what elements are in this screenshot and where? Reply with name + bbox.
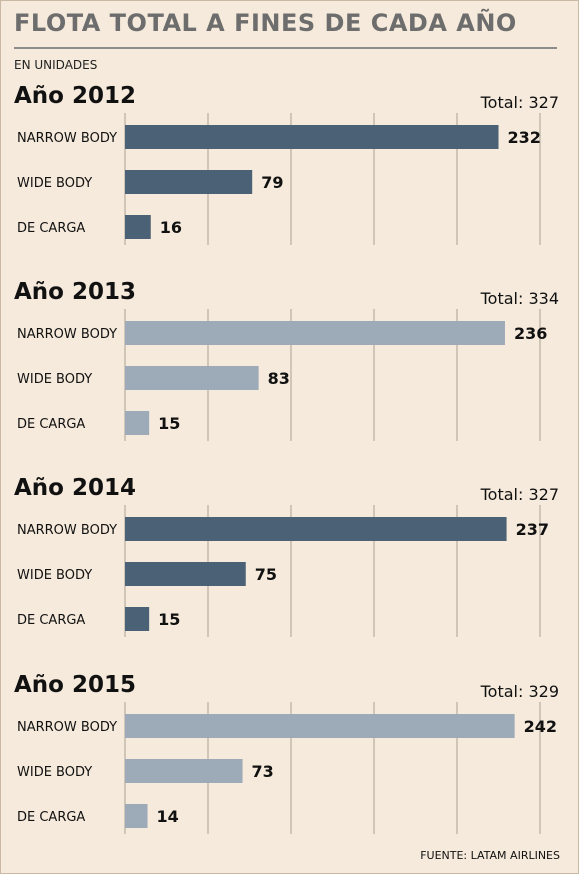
- value-label: 15: [158, 414, 180, 433]
- bar-chart-svg: NARROW BODY 242 WIDE BODY 73 DE CARGA 14: [17, 702, 557, 834]
- category-label: DE CARGA: [17, 810, 85, 825]
- chart-panel-2014: Año 2014 Total: 327 NARROW BODY 237 WIDE B…: [1, 475, 579, 645]
- chart-title: Año 2013: [14, 279, 136, 305]
- chart-panel-2012: Año 2012 Total: 327 NARROW BODY 232 WIDE B…: [1, 83, 579, 253]
- bar: [125, 562, 246, 586]
- value-label: 83: [268, 369, 290, 388]
- category-label: WIDE BODY: [17, 176, 92, 191]
- value-label: 232: [508, 128, 541, 147]
- category-label: NARROW BODY: [17, 327, 117, 342]
- category-label: DE CARGA: [17, 417, 85, 432]
- chart-title: Año 2015: [14, 672, 136, 698]
- category-label: NARROW BODY: [17, 523, 117, 538]
- bar-chart-svg: NARROW BODY 237 WIDE BODY 75 DE CARGA 15: [17, 505, 549, 637]
- chart-panel-2013: Año 2013 Total: 334 NARROW BODY 236 WIDE B…: [1, 279, 579, 449]
- value-label: 16: [160, 218, 182, 237]
- title-divider: [14, 47, 557, 49]
- value-label: 242: [524, 717, 557, 736]
- bar: [125, 607, 150, 631]
- bar: [125, 411, 150, 435]
- category-label: NARROW BODY: [17, 131, 117, 146]
- bar: [125, 125, 499, 149]
- category-label: WIDE BODY: [17, 765, 92, 780]
- chart-total: Total: 327: [480, 485, 559, 504]
- bar: [125, 170, 253, 194]
- chart-total: Total: 334: [480, 289, 559, 308]
- value-label: 237: [516, 520, 549, 539]
- category-label: DE CARGA: [17, 613, 85, 628]
- bar: [125, 759, 243, 783]
- chart-total: Total: 329: [480, 682, 559, 701]
- page-title: FLOTA TOTAL A FINES DE CADA AÑO: [14, 9, 517, 37]
- bar-chart-svg: NARROW BODY 232 WIDE BODY 79 DE CARGA 16: [17, 113, 541, 245]
- bar: [125, 714, 515, 738]
- value-label: 15: [158, 610, 180, 629]
- bar-chart-svg: NARROW BODY 236 WIDE BODY 83 DE CARGA 15: [17, 309, 547, 441]
- units-label: EN UNIDADES: [14, 58, 98, 72]
- chart-total: Total: 327: [480, 93, 559, 112]
- chart-panel-2015: Año 2015 Total: 329 NARROW BODY 242 WIDE B…: [1, 672, 579, 842]
- value-label: 14: [157, 807, 179, 826]
- bar: [125, 517, 507, 541]
- value-label: 73: [252, 762, 274, 781]
- category-label: NARROW BODY: [17, 720, 117, 735]
- value-label: 236: [514, 324, 547, 343]
- category-label: WIDE BODY: [17, 568, 92, 583]
- value-label: 79: [261, 173, 283, 192]
- chart-title: Año 2014: [14, 475, 136, 501]
- category-label: DE CARGA: [17, 221, 85, 236]
- bar: [125, 804, 148, 828]
- category-label: WIDE BODY: [17, 372, 92, 387]
- value-label: 75: [255, 565, 277, 584]
- source-note: FUENTE: LATAM AIRLINES: [420, 849, 560, 862]
- chart-title: Año 2012: [14, 83, 136, 109]
- bar: [125, 215, 151, 239]
- bar: [125, 321, 505, 345]
- bar: [125, 366, 259, 390]
